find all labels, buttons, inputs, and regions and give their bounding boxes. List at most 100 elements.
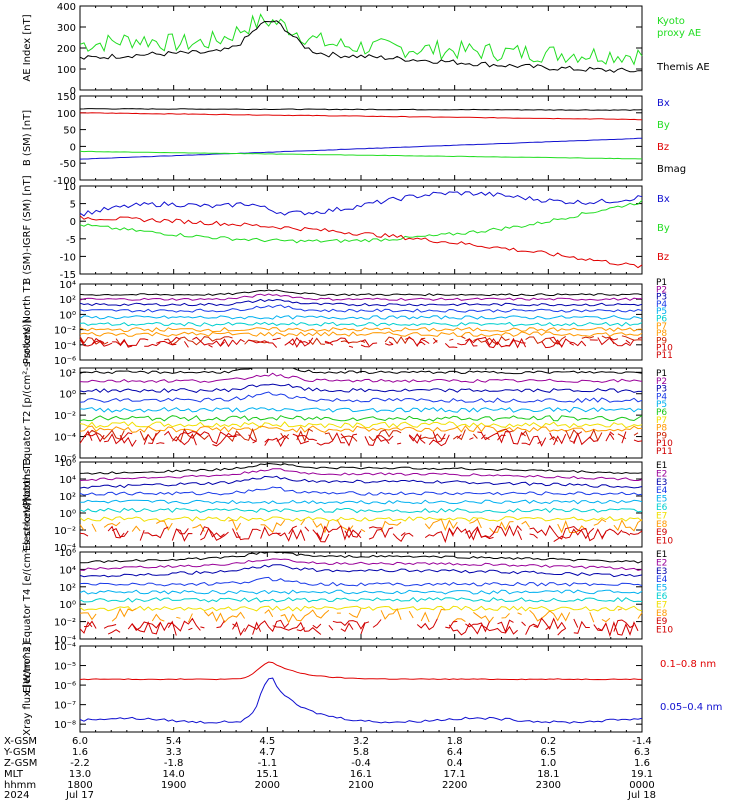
xray-long-line (79, 661, 642, 681)
y-tick-label: 10⁻⁵ (54, 662, 76, 673)
y-tick-label: 10² (59, 583, 76, 594)
y-tick-label: 10⁴ (59, 280, 76, 291)
legend-3-p8: P8 (656, 329, 667, 339)
xaxis-cell: 1900 (161, 780, 186, 791)
xaxis-cell: 1.0 (540, 758, 556, 769)
xaxis-cell: 4.7 (259, 747, 275, 758)
legend-6-e6: E6 (656, 592, 668, 602)
legend-kyoto-line2: proxy AE (657, 28, 701, 39)
y-tick-label: 10⁻⁶ (54, 681, 76, 692)
protons-equator-p10-line (80, 431, 642, 444)
legend-5-e9: E9 (656, 528, 668, 538)
y-tick-label: 10⁰ (59, 600, 76, 611)
xaxis-cell: 0.2 (540, 736, 556, 747)
legend-themis: Themis AE (656, 62, 710, 73)
y-tick-label: 10⁰ (59, 310, 76, 321)
y-tick-label: 10⁶ (59, 458, 76, 469)
y-tick-label: 10⁻⁴ (54, 341, 76, 352)
y-tick-label: 10⁴ (59, 565, 76, 576)
xaxis-row-label: Y-GSM (3, 747, 36, 758)
legend-6-e7: E7 (656, 600, 667, 610)
xaxis-cell: 3.2 (353, 736, 369, 747)
xaxis-row-label: X-GSM (4, 736, 37, 747)
y-axis-label: B (SM) [nT] (22, 110, 33, 166)
y-tick-label: 10⁰ (59, 509, 76, 520)
y-tick-label: -5 (66, 235, 76, 246)
protons-equator-p8-line (79, 425, 643, 433)
panel-frame-7 (79, 551, 643, 640)
legend-6-e5: E5 (656, 584, 667, 594)
y-axis-label: Electrons North T3 (22, 458, 33, 551)
electrons-equator-e10-line (79, 620, 639, 638)
legend-3-p10: P10 (656, 344, 673, 354)
xray-short-line (79, 677, 643, 724)
electrons-north-e2-line (79, 468, 643, 482)
legend-4-p6: P6 (656, 408, 667, 418)
protons-equator-p9-line (83, 427, 639, 443)
y-tick-label: 10⁻² (54, 326, 76, 337)
legend-6-e8: E8 (656, 609, 668, 619)
xaxis-cell: 2100 (348, 780, 373, 791)
y-tick-label: 10⁻² (54, 411, 76, 422)
y-tick-label: 10⁻⁶ (54, 356, 76, 367)
b-bz-line (80, 112, 642, 121)
themis-ae-line (79, 20, 642, 73)
electrons-equator-e9-line (83, 617, 635, 634)
xaxis-cell: -1.1 (258, 758, 278, 769)
y-tick-label: -50 (60, 159, 76, 170)
y-tick-label: -10 (60, 252, 76, 263)
db-by-line (79, 200, 643, 244)
electrons-equator-e3-line (79, 564, 643, 578)
xaxis-cell: 1.6 (72, 747, 88, 758)
legend-5-e2: E2 (656, 469, 667, 479)
y-tick-label: 10⁻⁴ (54, 642, 76, 653)
protons-north-p5-line (79, 315, 643, 320)
legend-5-e8: E8 (656, 520, 668, 530)
protons-equator-p1-line (79, 367, 643, 375)
y-tick-label: 0 (70, 86, 76, 97)
legend-3-p2: P2 (656, 285, 667, 295)
legend-6-e1: E1 (656, 550, 667, 560)
y-tick-label: 10⁻² (54, 526, 76, 537)
xaxis-row-label: Z-GSM (4, 758, 37, 769)
xaxis-row-label: MLT (4, 769, 24, 780)
xaxis-cell: 1.6 (634, 758, 650, 769)
legend-db-bz: Bz (657, 252, 669, 263)
legend-4-p4: P4 (656, 392, 667, 402)
xaxis-cell: 4.5 (259, 736, 275, 747)
legend-b-by: By (657, 120, 670, 131)
xaxis-cell: 17.1 (444, 769, 466, 780)
xaxis-cell: -1.4 (632, 736, 652, 747)
electrons-north-e6-line (79, 507, 643, 514)
xaxis-cell: -2.2 (70, 758, 90, 769)
xaxis-cell: Jul 17 (65, 790, 94, 800)
legend-4-p8: P8 (656, 424, 667, 434)
legend-6-e3: E3 (656, 567, 667, 577)
db-bx-line (79, 191, 643, 217)
y-tick-label: 10⁻⁴ (54, 543, 76, 554)
legend-b-bx: Bx (657, 98, 670, 109)
panel-frame-3 (79, 185, 643, 275)
electrons-north-e4-line (79, 486, 643, 496)
xaxis-cell: 2200 (442, 780, 467, 791)
legend-6-e9: E9 (656, 617, 668, 627)
legend-b-bmag: Bmag (657, 164, 686, 175)
protons-equator-p5-line (79, 406, 643, 413)
y-axis-label: Protons Equator T2 [p/(cm²-s-sr-keV)] (22, 320, 33, 507)
legend-3-p3: P3 (656, 293, 667, 303)
legend-4-p2: P2 (656, 377, 667, 387)
electrons-north-e9-line (107, 524, 643, 541)
y-tick-label: 10⁰ (59, 390, 76, 401)
y-tick-label: 10⁶ (59, 548, 76, 559)
b-bx-line (79, 137, 642, 160)
xaxis-cell: 0000 (629, 780, 654, 791)
y-tick-label: 10⁴ (59, 475, 76, 486)
y-tick-label: 10⁻⁴ (54, 635, 76, 646)
kyoto-ae-line (79, 13, 643, 66)
y-tick-label: 10² (59, 368, 76, 379)
xaxis-cell: 15.1 (256, 769, 278, 780)
electrons-equator-e7-line (79, 605, 643, 612)
y-tick-label: -100 (53, 176, 76, 187)
xaxis-cell: -0.4 (351, 758, 371, 769)
